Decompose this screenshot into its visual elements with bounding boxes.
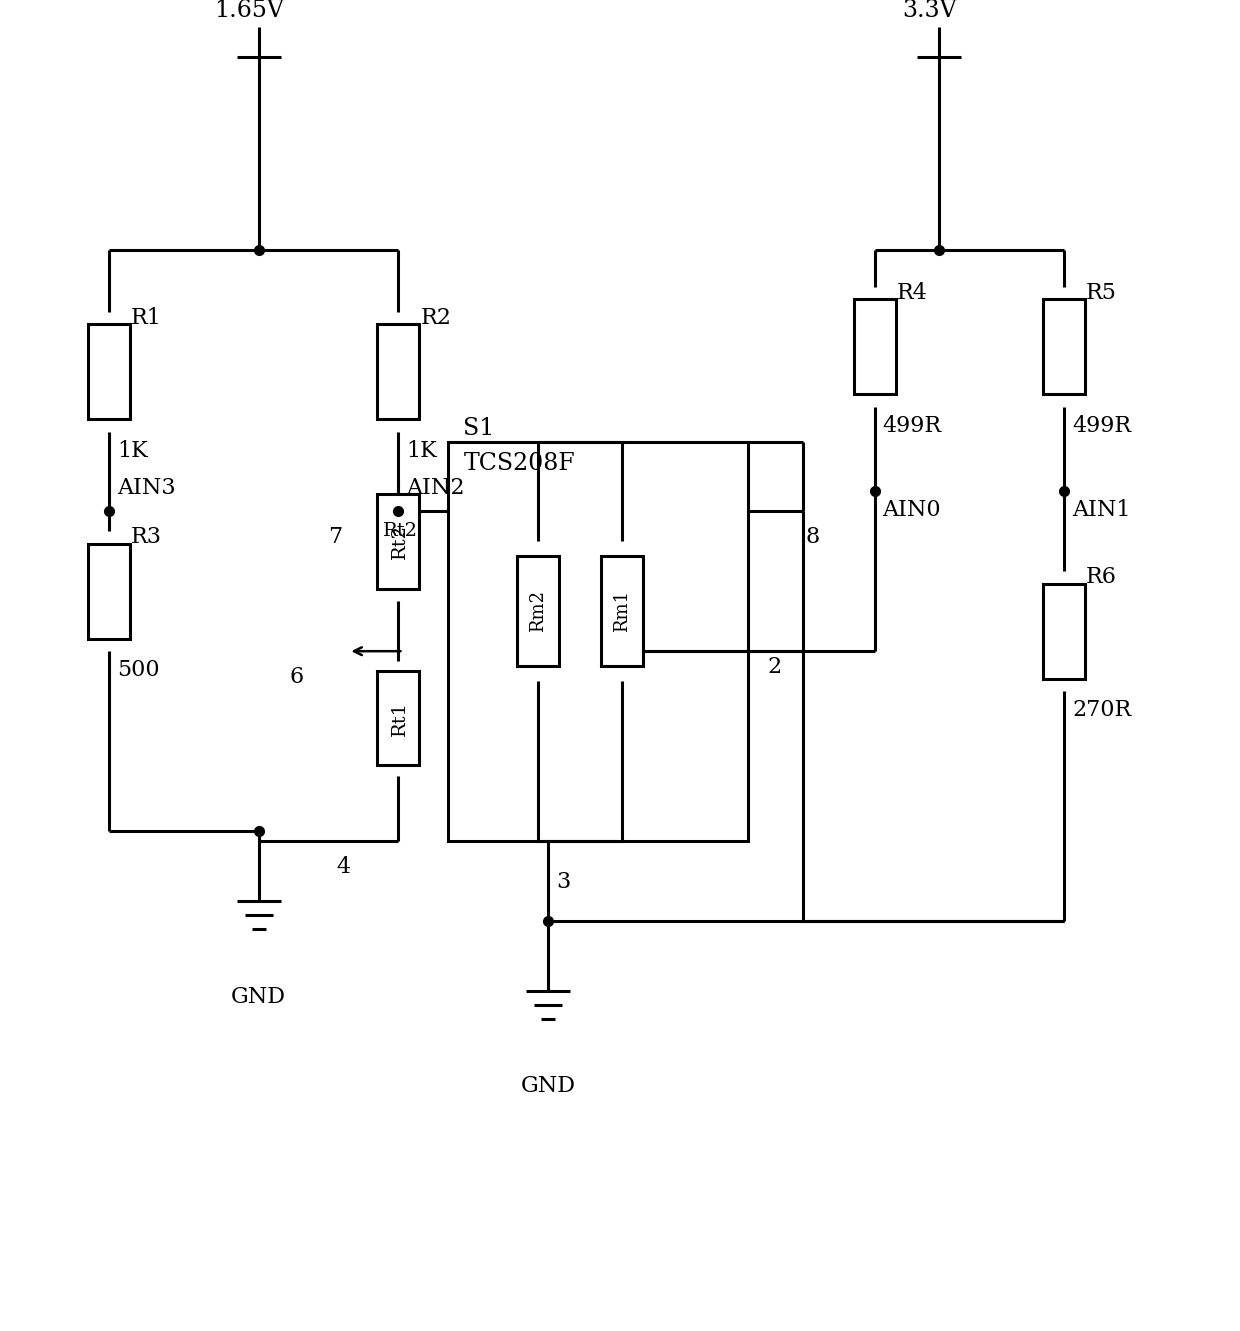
Text: AIN0: AIN0	[883, 499, 941, 522]
Text: 499R: 499R	[883, 414, 941, 437]
Text: R1: R1	[131, 306, 161, 329]
Text: Rt1: Rt1	[392, 700, 409, 736]
Bar	[1043, 584, 1085, 679]
Bar	[449, 442, 748, 841]
Text: R4: R4	[897, 282, 928, 303]
Text: AIN1: AIN1	[1073, 499, 1131, 522]
Text: R2: R2	[420, 306, 451, 329]
Text: 499R: 499R	[1073, 414, 1131, 437]
Text: Rm2: Rm2	[529, 590, 547, 632]
Bar	[853, 299, 895, 394]
Text: R6: R6	[1086, 566, 1117, 588]
Text: GND: GND	[231, 985, 286, 1008]
Bar	[377, 494, 419, 588]
Text: 1K: 1K	[407, 439, 438, 462]
Bar	[88, 325, 130, 419]
Bar	[377, 671, 419, 765]
Bar	[88, 544, 130, 639]
Text: 270R: 270R	[1073, 699, 1131, 721]
Text: R3: R3	[131, 526, 162, 548]
Text: AIN2: AIN2	[407, 478, 465, 499]
Text: Rt2: Rt2	[392, 524, 409, 559]
Text: GND: GND	[521, 1075, 575, 1098]
Text: 7: 7	[329, 526, 342, 548]
Text: 3.3V: 3.3V	[903, 0, 957, 23]
Text: 3: 3	[556, 870, 570, 893]
Text: 500: 500	[117, 659, 160, 681]
Bar	[601, 556, 644, 666]
Text: 1.65V: 1.65V	[213, 0, 284, 23]
Text: 8: 8	[806, 526, 820, 548]
Text: 2: 2	[768, 656, 782, 679]
Text: 6: 6	[289, 666, 304, 688]
Bar	[1043, 299, 1085, 394]
Text: S1: S1	[464, 417, 495, 439]
Text: 1K: 1K	[117, 439, 148, 462]
Text: Rm1: Rm1	[613, 590, 631, 632]
Text: AIN3: AIN3	[117, 478, 176, 499]
Bar	[377, 325, 419, 419]
Text: R5: R5	[1086, 282, 1117, 303]
Text: TCS208F: TCS208F	[464, 451, 575, 475]
Bar	[517, 556, 559, 666]
Text: Rt2: Rt2	[383, 522, 418, 540]
Text: 4: 4	[336, 856, 351, 878]
